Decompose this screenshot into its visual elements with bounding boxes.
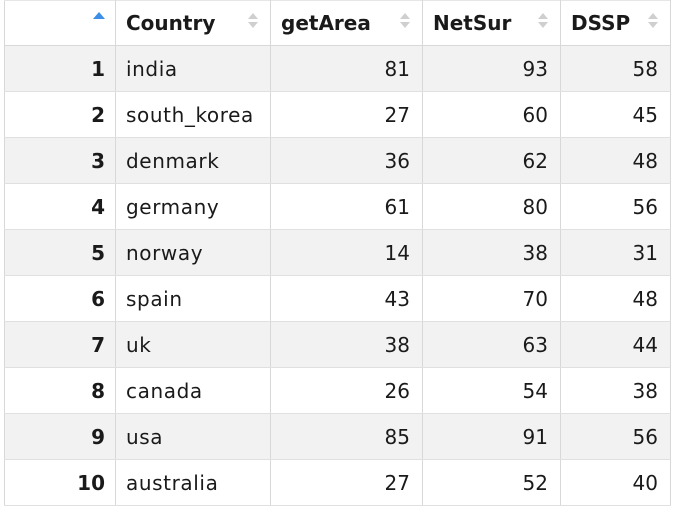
table-row: 7 uk 38 63 44 [4,321,671,368]
table-row: 4 germany 61 80 56 [4,183,671,230]
cell-netsur: 62 [422,137,561,184]
sort-toggle-icon[interactable] [538,13,548,31]
table-row: 2 south_korea 27 60 45 [4,91,671,138]
cell-country: uk [115,321,271,368]
sort-toggle-icon[interactable] [248,13,258,31]
column-header-index[interactable] [4,0,116,46]
column-label-country: Country [126,11,216,35]
cell-country: usa [115,413,271,460]
sort-ascending-icon[interactable] [93,12,105,19]
table-row: 8 canada 26 54 38 [4,367,671,414]
row-index: 7 [4,321,116,368]
cell-country: south_korea [115,91,271,138]
cell-country: india [115,45,271,92]
table-row: 10 australia 27 52 40 [4,459,671,506]
cell-country: australia [115,459,271,506]
cell-netsur: 91 [422,413,561,460]
column-label-dssp: DSSP [571,11,631,35]
cell-netsur: 60 [422,91,561,138]
cell-getarea: 85 [270,413,423,460]
table-row: 1 india 81 93 58 [4,45,671,92]
data-table: Country getArea NetSur DSSP 1 [4,0,671,506]
row-index: 9 [4,413,116,460]
column-header-country[interactable]: Country [115,0,271,46]
cell-country: spain [115,275,271,322]
cell-getarea: 27 [270,459,423,506]
cell-country: norway [115,229,271,276]
row-index: 3 [4,137,116,184]
row-index: 1 [4,45,116,92]
cell-getarea: 14 [270,229,423,276]
cell-getarea: 61 [270,183,423,230]
cell-getarea: 43 [270,275,423,322]
cell-country: denmark [115,137,271,184]
column-header-getarea[interactable]: getArea [270,0,423,46]
cell-netsur: 80 [422,183,561,230]
cell-netsur: 52 [422,459,561,506]
cell-country: canada [115,367,271,414]
cell-dssp: 40 [560,459,671,506]
sort-toggle-icon[interactable] [400,13,410,31]
table-row: 6 spain 43 70 48 [4,275,671,322]
cell-netsur: 63 [422,321,561,368]
cell-dssp: 48 [560,275,671,322]
cell-dssp: 56 [560,183,671,230]
cell-dssp: 38 [560,367,671,414]
cell-dssp: 48 [560,137,671,184]
cell-country: germany [115,183,271,230]
cell-dssp: 45 [560,91,671,138]
row-index: 4 [4,183,116,230]
cell-netsur: 38 [422,229,561,276]
header-row: Country getArea NetSur DSSP [4,0,671,46]
row-index: 2 [4,91,116,138]
sort-toggle-icon[interactable] [648,13,658,31]
cell-getarea: 81 [270,45,423,92]
column-header-netsur[interactable]: NetSur [422,0,561,46]
cell-netsur: 70 [422,275,561,322]
row-index: 6 [4,275,116,322]
cell-dssp: 44 [560,321,671,368]
row-index: 10 [4,459,116,506]
cell-netsur: 93 [422,45,561,92]
cell-dssp: 58 [560,45,671,92]
cell-dssp: 56 [560,413,671,460]
cell-dssp: 31 [560,229,671,276]
cell-netsur: 54 [422,367,561,414]
cell-getarea: 38 [270,321,423,368]
row-index: 5 [4,229,116,276]
table-row: 9 usa 85 91 56 [4,413,671,460]
cell-getarea: 26 [270,367,423,414]
column-label-getarea: getArea [281,11,371,35]
table-row: 3 denmark 36 62 48 [4,137,671,184]
column-header-dssp[interactable]: DSSP [560,0,671,46]
table-row: 5 norway 14 38 31 [4,229,671,276]
cell-getarea: 36 [270,137,423,184]
column-label-netsur: NetSur [433,11,512,35]
cell-getarea: 27 [270,91,423,138]
row-index: 8 [4,367,116,414]
